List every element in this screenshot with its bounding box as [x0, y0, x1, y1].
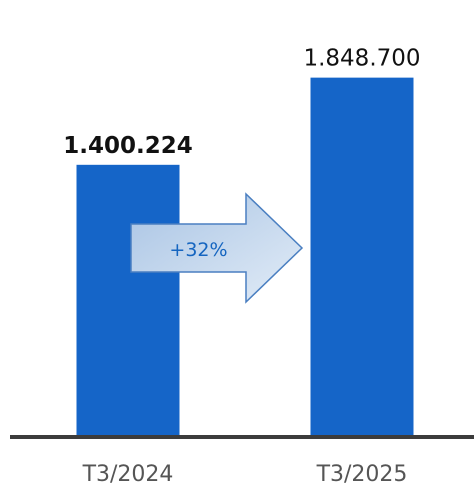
- category-label-t3-2024: T3/2024: [82, 462, 174, 487]
- category-label-t3-2025: T3/2025: [316, 462, 408, 487]
- value-label-t3-2024: 1.400.224: [63, 133, 193, 159]
- category-labels-group: T3/2024 T3/2025: [82, 462, 408, 487]
- bar-t3-2024: [76, 164, 180, 437]
- growth-arrow-label: +32%: [169, 239, 227, 261]
- growth-arrow: +32%: [130, 192, 304, 304]
- bar-t3-2025: [310, 77, 414, 437]
- value-labels-group: 1.400.224 1.848.700: [63, 46, 420, 159]
- value-label-t3-2025: 1.848.700: [303, 46, 420, 72]
- bars-group: [76, 77, 414, 437]
- growth-arrow-shape: [130, 192, 304, 304]
